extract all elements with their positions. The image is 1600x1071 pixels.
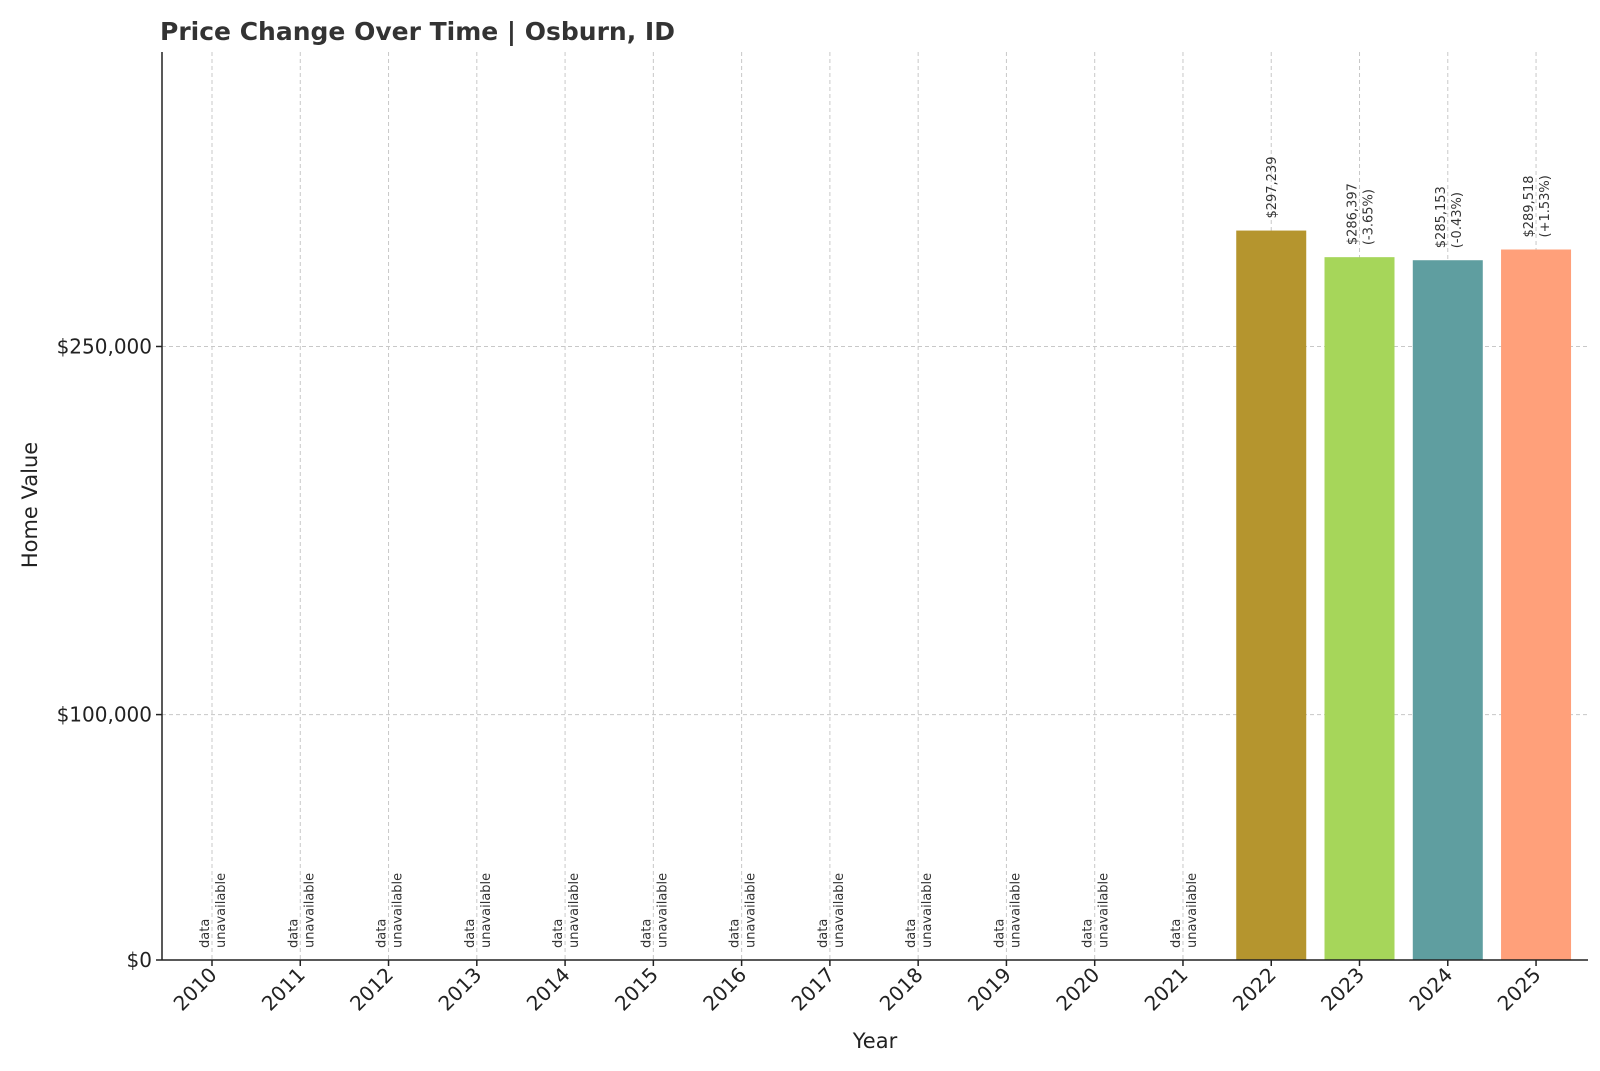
bar-value-label: unavailable [655,873,670,948]
bar-value-label: unavailable [302,873,317,948]
bar-2023 [1324,257,1395,961]
x-tick-label: 2015 [610,963,663,1016]
x-tick-label: 2011 [257,963,310,1016]
bar-value-label: data [904,919,919,948]
bar-value-label: unavailable [567,873,582,948]
x-axis-label: Year [852,1029,898,1053]
bar-value-label: data [463,919,478,948]
x-tick-label: 2023 [1316,963,1369,1016]
x-tick-label: 2022 [1228,963,1281,1016]
bar-2024 [1412,260,1483,960]
bar-value-label: (-3.65%) [1362,189,1377,245]
bar-value-label: unavailable [1008,873,1023,948]
x-tick-label: 2018 [875,963,928,1016]
bar-value-label: unavailable [214,873,229,948]
x-tick-label: 2013 [433,963,486,1016]
bar-value-label: $286,397 [1346,183,1361,245]
x-tick-label: 2021 [1140,963,1193,1016]
x-tick-label: 2012 [345,963,398,1016]
bar-value-label: unavailable [920,873,935,948]
bar-value-label: (-0.43%) [1450,192,1465,248]
x-tick-label: 2014 [522,963,575,1016]
bar-value-label: data [639,919,654,948]
bar-value-label: data [816,919,831,948]
bar-value-label: data [1169,919,1184,948]
bar-value-label: unavailable [1097,873,1112,948]
bar-labels: data unavailable data unavailable data unavai… [198,157,1553,948]
y-tick-label: $250,000 [57,334,152,358]
x-tick-label: 2019 [963,963,1016,1016]
x-tick-label: 2016 [698,963,751,1016]
bar-value-label: data [198,919,213,948]
bar-value-label: (+1.53%) [1538,175,1553,237]
bar-value-label: unavailable [391,873,406,948]
y-tick-label: $0 [127,948,152,972]
y-tick-label: $100,000 [57,703,152,727]
bar-value-label: unavailable [744,873,759,948]
bar-value-label: $285,153 [1434,186,1449,248]
chart-title: Price Change Over Time | Osburn, ID [160,17,675,46]
bar-value-label: data [375,919,390,948]
bar-2022 [1236,230,1307,960]
bars [1236,230,1572,961]
x-tick-label: 2020 [1051,963,1104,1016]
bar-value-label: data [728,919,743,948]
x-tick-label: 2010 [169,963,222,1016]
bar-value-label: $289,518 [1522,175,1537,237]
x-tick-label: 2025 [1493,963,1546,1016]
bar-value-label: unavailable [1185,873,1200,948]
x-tick-label: 2017 [786,963,839,1016]
x-tick-label: 2024 [1404,963,1457,1016]
bar-value-label: data [992,919,1007,948]
bar-value-label: unavailable [479,873,494,948]
bar-value-label: unavailable [832,873,847,948]
bar-2025 [1501,249,1572,960]
y-axis-label: Home Value [18,442,42,568]
bar-value-label: data [1081,919,1096,948]
bar-value-label: data [551,919,566,948]
bar-value-label: data [286,919,301,948]
bar-value-label: $297,239 [1265,157,1280,219]
